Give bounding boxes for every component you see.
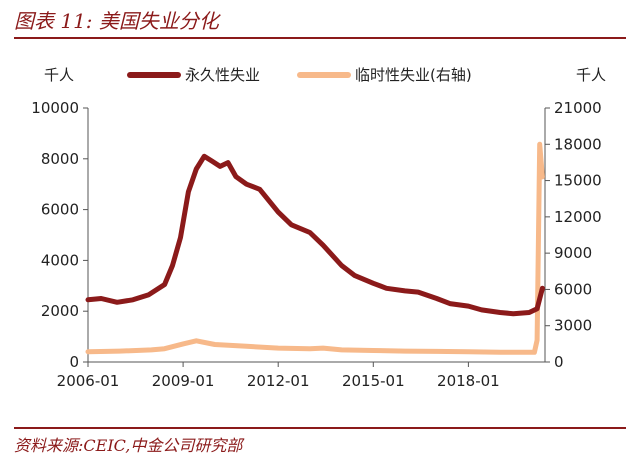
legend-label: 临时性失业(右轴) <box>355 66 472 84</box>
right-tick-label: 15000 <box>554 172 602 190</box>
x-tick-label: 2006-01 <box>57 372 120 390</box>
axes: 0 2000 4000 6000 8000 10000 0 3000 6000 9000 12000… <box>31 99 601 390</box>
series-layer <box>85 141 545 355</box>
legend-item-temporary: 临时性失业(右轴) <box>297 66 472 84</box>
source-note: 资料来源:CEIC,中金公司研究部 <box>14 436 243 455</box>
right-tick-label: 21000 <box>554 99 602 117</box>
left-tick-label: 10000 <box>31 99 79 117</box>
left-axis-unit: 千人 <box>44 66 74 84</box>
right-axis-unit-label: 千人 <box>576 66 606 84</box>
legend: 永久性失业 临时性失业(右轴) <box>127 66 472 84</box>
right-tick-label: 0 <box>554 353 564 371</box>
legend-item-permanent: 永久性失业 <box>127 66 260 84</box>
series-line-permanent <box>85 153 545 317</box>
x-tick-label: 2012-01 <box>247 372 310 390</box>
left-tick-label: 2000 <box>41 302 79 320</box>
right-tick-label: 9000 <box>554 244 592 262</box>
top-rule <box>14 37 626 39</box>
bottom-rule <box>14 427 626 429</box>
x-tick-label: 2018-01 <box>437 372 500 390</box>
left-tick-label: 4000 <box>41 251 79 269</box>
x-tick-label: 2015-01 <box>342 372 405 390</box>
legend-label: 永久性失业 <box>185 66 260 84</box>
chart: 千人 千人 永久性失业 临时性失业(右轴) 0 2000 4000 6000 8000 10… <box>31 66 606 390</box>
right-axis-unit: 千人 <box>576 66 606 84</box>
right-tick-label: 3000 <box>554 317 592 335</box>
left-tick-label: 6000 <box>41 201 79 219</box>
right-tick-label: 6000 <box>554 280 592 298</box>
left-tick-label: 8000 <box>41 150 79 168</box>
figure-title: 图表 11: 美国失业分化 <box>14 9 219 33</box>
right-tick-label: 18000 <box>554 135 602 153</box>
series-line-temporary <box>85 141 545 355</box>
left-axis-unit-label: 千人 <box>44 66 74 84</box>
left-tick-label: 0 <box>69 353 79 371</box>
right-tick-label: 12000 <box>554 208 602 226</box>
x-tick-label: 2009-01 <box>152 372 215 390</box>
